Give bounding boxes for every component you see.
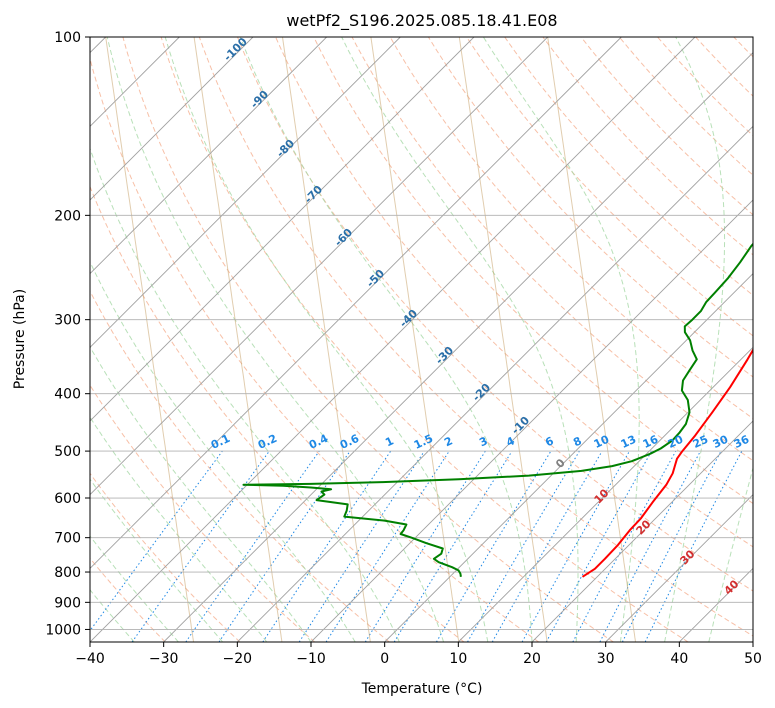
x-tick-label: 30 (597, 651, 615, 667)
y-tick-label: 500 (54, 444, 81, 460)
mixing-ratio-label: 10 (592, 433, 612, 451)
moist-adiabat (164, 37, 489, 642)
dry-adiabat (237, 37, 753, 592)
axis-ticks: −40 −30 −20 −10 0 10 20 30 40 50 100 200 300 400 500 60… (45, 30, 762, 667)
isotherm-line (90, 37, 475, 422)
y-tick-label: 600 (54, 491, 81, 507)
mixing-ratio-line (644, 450, 743, 642)
dry-adiabat (122, 37, 614, 642)
x-tick-label: 50 (744, 651, 762, 667)
isotherm-line (310, 199, 753, 642)
moist-adiabat (106, 37, 445, 642)
mixing-ratio-line (545, 450, 653, 642)
y-tick-label: 800 (54, 565, 81, 581)
dry-adiabat (198, 37, 753, 637)
isotherm-line (458, 346, 753, 642)
isotherm-line (163, 52, 753, 642)
x-tick-label: 20 (523, 651, 541, 667)
dry-adiabat (427, 37, 753, 378)
dry-adiabat (90, 290, 390, 642)
dry-adiabat (90, 472, 241, 642)
moist-adiabat (341, 37, 579, 642)
moist-adiabat (90, 260, 356, 642)
moist-adiabat (708, 466, 753, 642)
x-axis-label: Temperature (°C) (361, 681, 483, 697)
dry-adiabat (90, 185, 465, 642)
mixing-ratio-label: 30 (711, 433, 731, 451)
x-tick-label: 40 (670, 651, 688, 667)
y-tick-label: 900 (54, 595, 81, 611)
dry-adiabat (275, 37, 753, 548)
x-tick-label: 10 (449, 651, 467, 667)
y-tick-label: 1000 (45, 622, 81, 638)
mixing-ratio-label: 16 (641, 433, 661, 451)
mixing-ratio-line (572, 450, 677, 642)
isotherm-line (237, 125, 753, 642)
moist-adiabat (239, 37, 533, 642)
y-tick-label: 100 (54, 30, 81, 46)
y-axis-label: Pressure (hPa) (12, 289, 28, 389)
isotherm-line (90, 37, 696, 642)
plot-frame (89, 36, 754, 643)
mixing-ratio-label: 25 (691, 433, 710, 451)
profile-lines (242, 242, 753, 578)
moist-adiabat (90, 589, 135, 642)
isotherm-line (90, 37, 548, 496)
temperature-profile (581, 347, 753, 578)
mixing-ratio-line (90, 450, 223, 632)
x-tick-label: −20 (223, 651, 253, 667)
grid-lines (90, 37, 753, 642)
mixing-ratio-label: 20 (666, 433, 686, 451)
dry-adiabat (90, 557, 166, 642)
isotherm-line (384, 273, 753, 642)
x-tick-label: 0 (380, 651, 389, 667)
mixing-ratio-line (131, 450, 270, 642)
mixing-ratio-line (393, 450, 513, 642)
moist-adiabat (90, 535, 179, 642)
dry-adiabat (90, 56, 540, 642)
mixing-ratio-line (185, 450, 320, 642)
y-tick-label: 200 (54, 208, 81, 224)
isotherm-line (90, 37, 401, 348)
guide-curve (370, 37, 460, 642)
guide-curve (458, 37, 548, 642)
isotherm-line (605, 494, 753, 642)
mixing-ratio-label: 13 (619, 433, 638, 451)
moist-adiabat (90, 478, 223, 642)
isotherm-line (531, 420, 753, 642)
guide-curve (282, 37, 371, 642)
isotherm-line (90, 37, 327, 275)
isotherm-line (90, 37, 622, 569)
x-tick-label: −30 (149, 651, 179, 667)
dry-adiabat (90, 384, 316, 642)
mixing-ratio-line (325, 450, 450, 642)
mixing-ratio-line (218, 450, 351, 642)
x-tick-label: −10 (296, 651, 326, 667)
y-tick-label: 400 (54, 387, 81, 403)
moist-adiabat (664, 37, 726, 642)
y-tick-label: 700 (54, 531, 81, 547)
dry-adiabat (313, 37, 753, 505)
chart-title: wetPf2_S196.2025.085.18.41.E08 (286, 11, 557, 31)
dewpoint-profile (242, 242, 753, 577)
isotherm-line (90, 37, 254, 201)
moist-adiabat (90, 345, 312, 642)
x-tick-label: −40 (75, 651, 105, 667)
y-tick-label: 300 (54, 313, 81, 329)
mixing-ratio-label: 36 (732, 433, 752, 451)
mixing-ratio-line (298, 450, 425, 642)
dry-adiabat (504, 37, 753, 296)
moist-adiabat (482, 37, 640, 642)
mixing-ratio-line (521, 450, 630, 642)
dry-adiabat (351, 37, 753, 462)
